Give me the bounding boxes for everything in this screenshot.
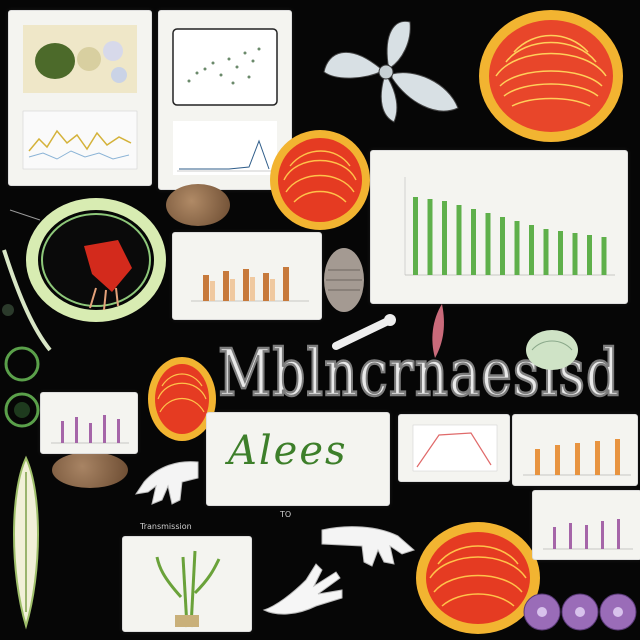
plant-card <box>122 536 252 632</box>
red-line-chart <box>412 424 498 472</box>
orange-bars <box>523 439 631 476</box>
radial-disc-middle <box>270 130 370 230</box>
caption-center: TO <box>280 510 292 519</box>
radial-disc-top-right <box>479 10 623 142</box>
purple-bars-right <box>543 519 633 550</box>
sponge-sphere-top <box>166 184 230 226</box>
green-bar <box>485 213 491 275</box>
green-bar <box>427 199 433 275</box>
logo-card <box>206 412 390 506</box>
plant-image <box>155 550 221 628</box>
bone-fragment <box>332 314 396 350</box>
cell-nucleus-image <box>35 43 75 79</box>
jaw-ring-organism <box>26 198 166 322</box>
green-bar <box>413 197 418 275</box>
spine-fragments <box>2 209 52 352</box>
micrograph-card <box>8 10 152 186</box>
green-bar <box>471 209 476 275</box>
sponge-sphere-left <box>52 452 128 488</box>
green-bar <box>456 205 462 275</box>
green-bar <box>587 235 592 275</box>
scatter-card <box>158 10 292 190</box>
line-series <box>28 129 132 152</box>
bar-chart-card-green <box>370 150 628 304</box>
green-bar <box>514 221 520 275</box>
bar-chart-card-orange <box>512 414 638 486</box>
bar-chart-small-art <box>191 267 309 302</box>
grey-seed-image <box>324 248 364 312</box>
green-bar <box>543 229 549 275</box>
hand-right-image <box>321 526 415 567</box>
bar-chart-card-purple-right <box>532 490 640 560</box>
green-bar <box>572 233 578 275</box>
purple-cell-cluster <box>523 593 637 631</box>
caption-left: Transmission <box>140 522 192 531</box>
hand-bottom-image <box>262 563 343 615</box>
green-cell-circles <box>4 346 40 428</box>
hand-left-image <box>134 461 199 505</box>
green-bar <box>442 201 447 275</box>
bar-chart-card-small <box>172 232 322 320</box>
green-bar <box>529 225 534 275</box>
scatter-points <box>187 47 261 85</box>
bar-chart-card-purple-left <box>40 392 138 454</box>
scatter-card-art <box>172 28 278 175</box>
micrograph-card-art <box>22 25 138 170</box>
logo-word: Alees <box>228 428 348 474</box>
green-bar <box>500 217 505 275</box>
radial-disc-left <box>148 357 216 441</box>
tall-pod-organism <box>13 455 39 630</box>
line-chart-card-red <box>398 414 510 482</box>
pale-shell-image <box>526 330 578 370</box>
propeller-organism-image <box>323 20 459 123</box>
bar-chart-green-art <box>404 177 615 276</box>
purple-bars-left <box>51 415 129 444</box>
green-bar <box>601 237 607 275</box>
green-bar <box>558 231 563 275</box>
radial-disc-bottom <box>416 522 540 634</box>
pink-sprout <box>432 304 444 358</box>
